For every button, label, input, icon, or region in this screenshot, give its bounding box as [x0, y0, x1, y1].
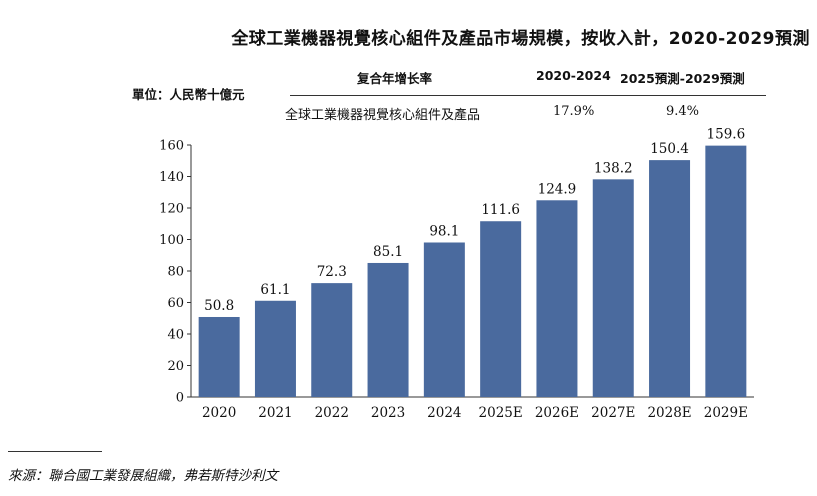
x-tick-label: 2025E: [479, 405, 523, 421]
cagr-header-label: 复合年增长率: [357, 71, 433, 86]
data-label: 98.1: [429, 223, 459, 239]
y-tick-label: 160: [159, 139, 184, 154]
bar: [592, 179, 634, 397]
bar: [311, 283, 353, 397]
chart-title: 全球工業機器視覺核心組件及產品市場規模，按收入計，2020-2029預測: [231, 29, 810, 49]
cagr-period-2025-2029: 2025預測-2029預測: [620, 71, 745, 86]
x-tick-label: 2022: [315, 405, 349, 421]
cagr-divider: [290, 95, 766, 96]
cagr-row-label: 全球工業機器視覺核心組件及產品: [285, 108, 481, 123]
x-tick-label: 2021: [258, 405, 292, 421]
y-tick-label: 60: [167, 296, 184, 311]
bar: [536, 200, 578, 397]
data-label: 124.9: [538, 181, 577, 197]
x-tick-label: 2028E: [647, 405, 691, 421]
unit-label: 單位：人民幣十億元: [132, 87, 245, 102]
y-tick-label: 40: [167, 328, 184, 343]
cagr-value-2020-2024: 17.9%: [553, 104, 595, 119]
x-tick-label: 2023: [371, 405, 405, 421]
x-tick-label: 2029E: [704, 405, 748, 421]
data-label: 150.4: [650, 141, 689, 157]
data-label: 50.8: [204, 298, 234, 314]
data-label: 138.2: [594, 160, 633, 176]
data-label: 159.6: [707, 127, 746, 143]
bar: [705, 145, 747, 397]
y-tick-label: 100: [159, 233, 184, 248]
data-label: 61.1: [260, 282, 290, 298]
x-tick-label: 2027E: [591, 405, 635, 421]
y-tick-label: 0: [176, 391, 184, 406]
y-tick-label: 140: [159, 170, 184, 185]
source-note: 來源：聯合國工業發展組織，弗若斯特沙利文: [8, 468, 278, 484]
source-divider: [8, 451, 102, 452]
bar: [367, 262, 409, 397]
cagr-value-2025-2029: 9.4%: [666, 104, 700, 119]
bar: [649, 160, 691, 397]
y-tick-label: 120: [159, 202, 184, 217]
bar: [480, 221, 522, 397]
bar: [198, 316, 240, 397]
y-tick-label: 20: [167, 359, 184, 374]
data-label: 111.6: [481, 202, 520, 218]
y-tick-label: 80: [167, 265, 184, 280]
cagr-period-2020-2024: 2020-2024: [536, 68, 611, 83]
bar: [423, 242, 465, 397]
bar: [254, 300, 296, 397]
x-tick-label: 2026E: [535, 405, 579, 421]
data-label: 72.3: [317, 264, 347, 280]
x-tick-label: 2020: [202, 405, 236, 421]
x-tick-label: 2024: [427, 405, 461, 421]
data-label: 85.1: [373, 244, 403, 260]
